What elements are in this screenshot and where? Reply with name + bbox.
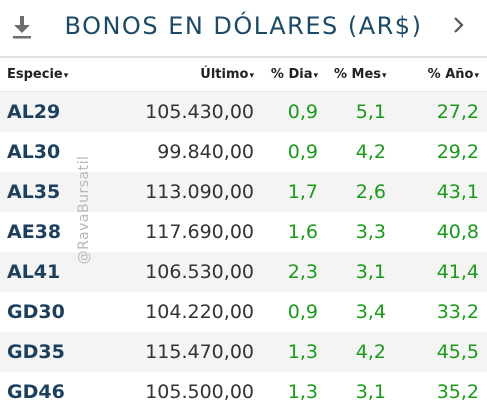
column-header-dia[interactable]: % Dia▾ bbox=[262, 58, 326, 92]
table-row[interactable]: AE38 117.690,00 1,6 3,3 40,8 bbox=[0, 212, 487, 252]
column-header-especie[interactable]: Especie▾ bbox=[0, 58, 92, 92]
chevron-right-icon[interactable] bbox=[450, 12, 468, 38]
day-change-cell: 2,3 bbox=[262, 252, 326, 292]
year-change-cell: 27,2 bbox=[394, 91, 487, 132]
watermark: @RavaBursatil bbox=[76, 155, 92, 265]
sort-caret-icon: ▾ bbox=[313, 71, 318, 81]
month-change-cell: 3,1 bbox=[326, 372, 394, 412]
column-header-label: % Mes bbox=[334, 67, 382, 82]
last-price-cell: 117.690,00 bbox=[92, 212, 262, 252]
column-header-label: Último bbox=[200, 67, 249, 82]
last-price-cell: 105.500,00 bbox=[92, 372, 262, 412]
widget-header: BONOS EN DÓLARES (AR$) bbox=[0, 0, 487, 58]
month-change-cell: 3,1 bbox=[326, 252, 394, 292]
month-change-cell: 2,6 bbox=[326, 172, 394, 212]
column-header-label: Especie bbox=[7, 67, 63, 82]
month-change-cell: 3,3 bbox=[326, 212, 394, 252]
table-row[interactable]: GD35 115.470,00 1,3 4,2 45,5 bbox=[0, 332, 487, 372]
header-divider bbox=[0, 56, 487, 58]
sort-caret-icon: ▾ bbox=[382, 71, 387, 81]
month-change-cell: 3,4 bbox=[326, 292, 394, 332]
last-price-cell: 106.530,00 bbox=[92, 252, 262, 292]
table-row[interactable]: AL29 105.430,00 0,9 5,1 27,2 bbox=[0, 91, 487, 132]
year-change-cell: 43,1 bbox=[394, 172, 487, 212]
day-change-cell: 1,3 bbox=[262, 332, 326, 372]
year-change-cell: 40,8 bbox=[394, 212, 487, 252]
table-row[interactable]: AL41 106.530,00 2,3 3,1 41,4 bbox=[0, 252, 487, 292]
day-change-cell: 1,6 bbox=[262, 212, 326, 252]
table-row[interactable]: GD30 104.220,00 0,9 3,4 33,2 bbox=[0, 292, 487, 332]
widget-title: BONOS EN DÓLARES (AR$) bbox=[64, 12, 423, 40]
ticker-cell[interactable]: GD35 bbox=[0, 332, 92, 372]
year-change-cell: 45,5 bbox=[394, 332, 487, 372]
last-price-cell: 113.090,00 bbox=[92, 172, 262, 212]
ticker-cell[interactable]: AL41 bbox=[0, 252, 92, 292]
ticker-cell[interactable]: AE38 bbox=[0, 212, 92, 252]
day-change-cell: 1,7 bbox=[262, 172, 326, 212]
day-change-cell: 0,9 bbox=[262, 91, 326, 132]
column-header-mes[interactable]: % Mes▾ bbox=[326, 58, 394, 92]
ticker-cell[interactable]: AL35 bbox=[0, 172, 92, 212]
year-change-cell: 35,2 bbox=[394, 372, 487, 412]
day-change-cell: 1,3 bbox=[262, 372, 326, 412]
last-price-cell: 99.840,00 bbox=[92, 132, 262, 172]
year-change-cell: 41,4 bbox=[394, 252, 487, 292]
sort-caret-icon: ▾ bbox=[249, 71, 254, 81]
column-header-label: % Año bbox=[427, 67, 474, 82]
bonds-table: Especie▾ Último▾ % Dia▾ % Mes▾ % Año▾ AL… bbox=[0, 58, 487, 412]
ticker-cell[interactable]: AL29 bbox=[0, 91, 92, 132]
day-change-cell: 0,9 bbox=[262, 292, 326, 332]
year-change-cell: 33,2 bbox=[394, 292, 487, 332]
table-row[interactable]: AL35 113.090,00 1,7 2,6 43,1 bbox=[0, 172, 487, 212]
last-price-cell: 115.470,00 bbox=[92, 332, 262, 372]
table-row[interactable]: AL30 99.840,00 0,9 4,2 29,2 bbox=[0, 132, 487, 172]
year-change-cell: 29,2 bbox=[394, 132, 487, 172]
ticker-cell[interactable]: GD30 bbox=[0, 292, 92, 332]
download-icon[interactable] bbox=[11, 14, 33, 40]
sort-caret-icon: ▾ bbox=[63, 71, 69, 81]
month-change-cell: 5,1 bbox=[326, 91, 394, 132]
table-header-row: Especie▾ Último▾ % Dia▾ % Mes▾ % Año▾ bbox=[0, 58, 487, 92]
column-header-label: % Dia bbox=[270, 67, 313, 82]
table-row[interactable]: GD46 105.500,00 1,3 3,1 35,2 bbox=[0, 372, 487, 412]
column-header-ano[interactable]: % Año▾ bbox=[394, 58, 487, 92]
column-header-ultimo[interactable]: Último▾ bbox=[92, 58, 262, 92]
day-change-cell: 0,9 bbox=[262, 132, 326, 172]
ticker-cell[interactable]: AL30 bbox=[0, 132, 92, 172]
sort-caret-icon: ▾ bbox=[474, 71, 479, 81]
month-change-cell: 4,2 bbox=[326, 132, 394, 172]
month-change-cell: 4,2 bbox=[326, 332, 394, 372]
last-price-cell: 105.430,00 bbox=[92, 91, 262, 132]
last-price-cell: 104.220,00 bbox=[92, 292, 262, 332]
ticker-cell[interactable]: GD46 bbox=[0, 372, 92, 412]
